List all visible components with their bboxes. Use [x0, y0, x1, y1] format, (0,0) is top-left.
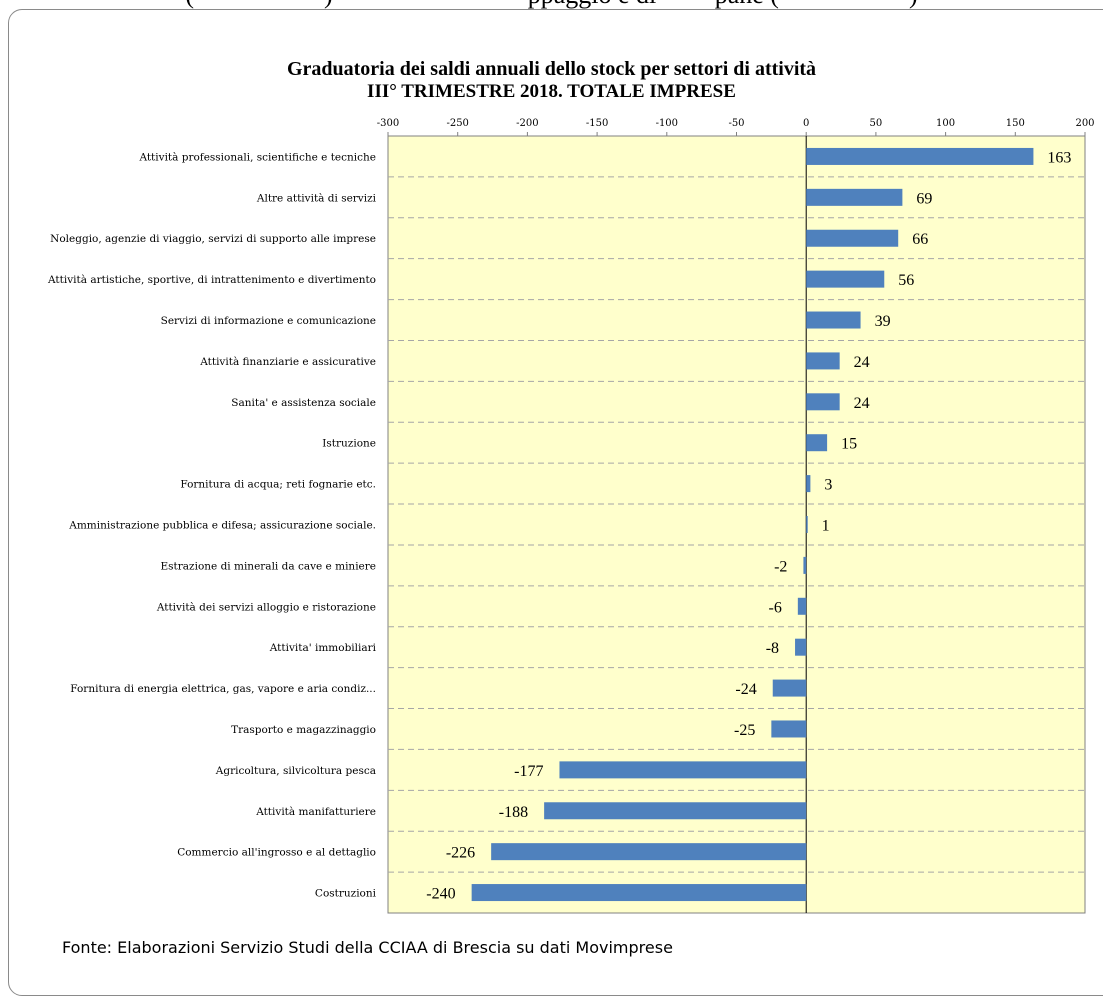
- category-label: Fornitura di energia elettrica, gas, vap…: [70, 683, 376, 695]
- category-label: Attività artistiche, sportive, di intrat…: [47, 274, 376, 286]
- category-label: Istruzione: [322, 438, 376, 450]
- category-label: Noleggio, agenzie di viaggio, servizi di…: [50, 233, 376, 245]
- bar: [797, 597, 807, 615]
- data-label: 39: [875, 313, 891, 330]
- x-tick-label: 0: [803, 118, 809, 129]
- data-label: 163: [1047, 149, 1071, 166]
- data-label: 56: [898, 272, 914, 289]
- bar: [806, 188, 903, 206]
- category-label: Costruzioni: [315, 888, 377, 900]
- category-label: Fornitura di acqua; reti fognarie etc.: [180, 479, 376, 491]
- bar: [806, 393, 840, 411]
- data-label: 3: [824, 477, 832, 494]
- bar: [806, 311, 861, 329]
- category-label: Sanita' e assistenza sociale: [231, 397, 376, 409]
- x-tick-label: -250: [446, 118, 468, 129]
- x-tick-label: 50: [870, 118, 883, 129]
- chart-subtitle: III° TRIMESTRE 2018. TOTALE IMPRESE: [367, 81, 736, 102]
- x-tick-label: -150: [586, 118, 608, 129]
- bar: [471, 884, 807, 902]
- bar: [795, 638, 807, 656]
- category-label: Estrazione di minerali da cave e miniere: [161, 560, 377, 572]
- category-label: Attività dei servizi alloggio e ristoraz…: [156, 601, 376, 613]
- data-label: -6: [769, 599, 782, 616]
- category-label: Attivita' immobiliari: [269, 642, 377, 654]
- category-label: Commercio all'ingrosso e al dettaglio: [177, 847, 376, 859]
- bar: [772, 679, 807, 697]
- cropped-header-text: (**********) ********** ****ppaggio e di…: [0, 0, 1103, 9]
- bar: [806, 147, 1034, 165]
- data-label: 15: [841, 436, 857, 453]
- data-label: -8: [766, 640, 779, 657]
- category-label: Attività professionali, scientifiche e t…: [138, 151, 376, 163]
- x-tick-label: -300: [377, 118, 399, 129]
- bar: [544, 802, 807, 820]
- data-label: -188: [499, 804, 528, 821]
- bar: [771, 720, 807, 738]
- data-label: 24: [854, 354, 870, 371]
- bar: [806, 516, 808, 533]
- bar: [803, 556, 807, 574]
- category-label: Amministrazione pubblica e difesa; assic…: [68, 520, 376, 532]
- source-note: Fonte: Elaborazioni Servizio Studi della…: [62, 938, 673, 957]
- bar: [491, 843, 807, 861]
- data-label: 69: [916, 190, 932, 207]
- bar: [806, 229, 899, 247]
- plot-area: [387, 135, 1086, 914]
- category-label: Altre attività di servizi: [256, 192, 377, 204]
- data-label: 1: [822, 518, 830, 535]
- data-label: -240: [426, 886, 455, 903]
- data-label: 24: [854, 395, 870, 412]
- x-tick-label: 200: [1075, 118, 1094, 129]
- bar: [806, 434, 828, 452]
- bar: [806, 352, 840, 370]
- cropped-header-line: (**********) ********** ****ppaggio e di…: [0, 0, 1103, 9]
- bar: [806, 475, 811, 493]
- category-label: Trasporto e magazzinaggio: [231, 724, 376, 736]
- bar-chart: -300 -250 -200 -150 -100 -50 0 50 100 150 200 Attiv…: [47, 118, 1095, 914]
- category-label: Servizi di informazione e comunicazione: [161, 315, 376, 327]
- chart-title: Graduatoria dei saldi annuali dello stoc…: [286, 58, 817, 80]
- category-label: Agricoltura, silvicoltura pesca: [215, 765, 376, 777]
- x-tick-label: 150: [1006, 118, 1025, 129]
- data-label: -226: [446, 845, 475, 862]
- bar: [806, 270, 885, 288]
- x-tick-label: -50: [728, 118, 744, 129]
- x-tick-label: 100: [936, 118, 955, 129]
- category-label: Attività manifatturiere: [255, 806, 376, 818]
- x-tick-label: -100: [656, 118, 678, 129]
- bar: [559, 761, 807, 779]
- x-tick-label: -200: [516, 118, 538, 129]
- data-label: 66: [912, 231, 928, 248]
- category-label: Attività finanziarie e assicurative: [199, 356, 376, 368]
- data-label: -24: [735, 681, 756, 698]
- data-label: -2: [774, 558, 787, 575]
- data-label: -25: [734, 722, 755, 739]
- data-label: -177: [514, 763, 543, 780]
